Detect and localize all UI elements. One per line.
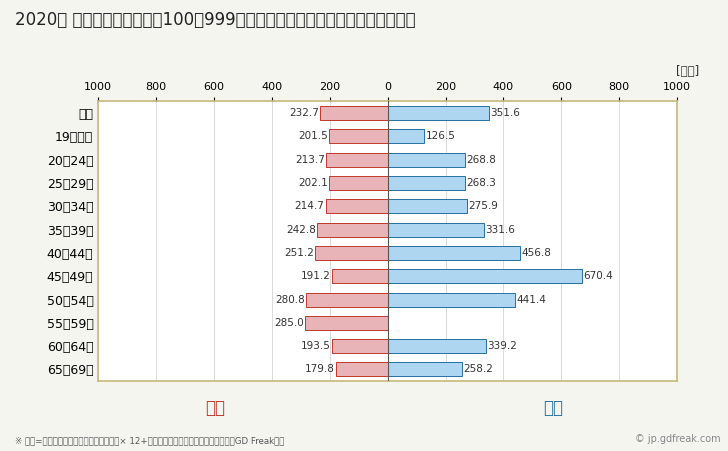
Text: 258.2: 258.2 — [464, 364, 494, 374]
Text: 285.0: 285.0 — [274, 318, 304, 328]
Text: 213.7: 213.7 — [295, 155, 325, 165]
Text: ※ 年収=「きまって支給する現金給与額」× 12+「年間賞与その他特別給与額」としてGD Freak推計: ※ 年収=「きまって支給する現金給与額」× 12+「年間賞与その他特別給与額」と… — [15, 437, 284, 446]
Text: 351.6: 351.6 — [491, 108, 521, 118]
Bar — [332, 339, 388, 353]
Bar — [388, 223, 483, 237]
Text: 126.5: 126.5 — [425, 131, 455, 142]
Text: 2020年 民間企業（従業者数100～999人）フルタイム労働者の男女別平均年収: 2020年 民間企業（従業者数100～999人）フルタイム労働者の男女別平均年収 — [15, 11, 415, 29]
Text: 268.3: 268.3 — [467, 178, 496, 188]
Text: 331.6: 331.6 — [485, 225, 515, 235]
Text: © jp.gdfreak.com: © jp.gdfreak.com — [635, 434, 721, 444]
Bar — [326, 153, 388, 167]
Bar — [315, 246, 388, 260]
Bar — [325, 199, 388, 213]
Bar — [388, 269, 582, 283]
Bar — [336, 363, 388, 377]
Bar — [320, 106, 388, 120]
Bar — [305, 316, 388, 330]
Text: 201.5: 201.5 — [298, 131, 328, 142]
Text: 202.1: 202.1 — [298, 178, 328, 188]
Text: 280.8: 280.8 — [275, 295, 305, 304]
Text: 456.8: 456.8 — [521, 248, 551, 258]
Bar — [329, 176, 388, 190]
Text: 339.2: 339.2 — [487, 341, 517, 351]
Bar — [388, 153, 465, 167]
Bar — [388, 106, 489, 120]
Text: 179.8: 179.8 — [304, 364, 334, 374]
Text: 268.8: 268.8 — [467, 155, 496, 165]
Bar — [388, 129, 424, 143]
Text: 232.7: 232.7 — [289, 108, 319, 118]
Text: [万円]: [万円] — [676, 65, 699, 78]
Bar — [306, 293, 388, 307]
Bar — [317, 223, 388, 237]
Text: 275.9: 275.9 — [469, 201, 499, 212]
Text: 男性: 男性 — [543, 399, 563, 417]
Text: 193.5: 193.5 — [301, 341, 331, 351]
Bar — [388, 293, 515, 307]
Bar — [332, 269, 388, 283]
Bar — [329, 129, 388, 143]
Bar — [388, 363, 462, 377]
Text: 214.7: 214.7 — [295, 201, 325, 212]
Text: 女性: 女性 — [205, 399, 225, 417]
Bar — [388, 199, 467, 213]
Text: 242.8: 242.8 — [286, 225, 316, 235]
Text: 191.2: 191.2 — [301, 271, 331, 281]
Text: 441.4: 441.4 — [517, 295, 547, 304]
Bar — [388, 339, 486, 353]
Bar — [388, 176, 465, 190]
Text: 670.4: 670.4 — [583, 271, 612, 281]
Bar — [388, 246, 520, 260]
Text: 251.2: 251.2 — [284, 248, 314, 258]
